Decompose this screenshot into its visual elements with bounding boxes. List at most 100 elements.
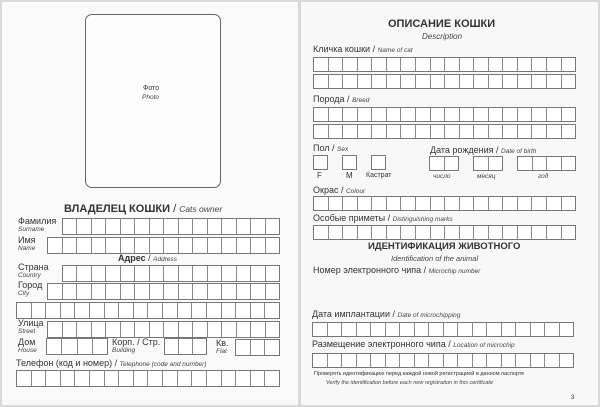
char-box[interactable] <box>503 197 518 210</box>
char-box[interactable] <box>314 156 327 169</box>
char-box[interactable] <box>150 322 164 337</box>
char-box[interactable] <box>106 238 121 253</box>
char-box[interactable] <box>560 354 574 367</box>
char-box[interactable] <box>429 323 444 336</box>
char-box[interactable] <box>372 226 387 239</box>
char-box[interactable] <box>134 303 149 318</box>
phone-boxes[interactable] <box>16 370 280 387</box>
char-box[interactable] <box>266 322 280 337</box>
char-box[interactable] <box>503 226 518 239</box>
char-box[interactable] <box>357 354 371 367</box>
char-box[interactable] <box>562 226 576 239</box>
char-box[interactable] <box>313 354 328 367</box>
char-box[interactable] <box>400 354 415 367</box>
char-box[interactable] <box>387 226 402 239</box>
char-box[interactable] <box>487 323 502 336</box>
char-box[interactable] <box>387 108 402 121</box>
char-box[interactable] <box>48 322 63 337</box>
char-box[interactable] <box>251 371 266 386</box>
char-box[interactable] <box>343 125 358 138</box>
char-box[interactable] <box>48 238 63 253</box>
char-box[interactable] <box>416 197 431 210</box>
char-box[interactable] <box>106 219 121 234</box>
char-box[interactable] <box>63 322 77 337</box>
city-boxes[interactable] <box>47 283 280 300</box>
char-box[interactable] <box>372 156 385 169</box>
char-box[interactable] <box>237 284 251 299</box>
char-box[interactable] <box>329 197 344 210</box>
char-box[interactable] <box>460 125 475 138</box>
char-box[interactable] <box>135 219 150 234</box>
char-box[interactable] <box>179 322 193 337</box>
char-box[interactable] <box>150 238 164 253</box>
char-box[interactable] <box>222 322 237 337</box>
char-box[interactable] <box>444 354 458 367</box>
building-boxes[interactable] <box>164 338 207 355</box>
char-box[interactable] <box>531 323 545 336</box>
char-box[interactable] <box>251 322 266 337</box>
char-box[interactable] <box>62 339 78 354</box>
char-box[interactable] <box>560 323 574 336</box>
char-box[interactable] <box>489 108 504 121</box>
char-box[interactable] <box>372 58 387 71</box>
char-box[interactable] <box>516 323 531 336</box>
char-box[interactable] <box>386 354 400 367</box>
char-box[interactable] <box>266 219 279 234</box>
char-box[interactable] <box>265 340 279 355</box>
char-box[interactable] <box>150 219 165 234</box>
char-box[interactable] <box>163 371 178 386</box>
char-box[interactable] <box>445 226 460 239</box>
char-box[interactable] <box>401 108 416 121</box>
char-box[interactable] <box>61 303 76 318</box>
sex-neutered-box[interactable] <box>371 155 386 170</box>
char-box[interactable] <box>193 339 206 354</box>
char-box[interactable] <box>92 322 106 337</box>
char-box[interactable] <box>547 226 562 239</box>
char-box[interactable] <box>518 108 533 121</box>
char-box[interactable] <box>562 197 576 210</box>
char-box[interactable] <box>503 75 518 88</box>
char-box[interactable] <box>386 323 400 336</box>
char-box[interactable] <box>532 226 547 239</box>
char-box[interactable] <box>236 303 251 318</box>
char-box[interactable] <box>17 303 32 318</box>
birth-day-boxes[interactable] <box>429 156 459 171</box>
char-box[interactable] <box>545 354 560 367</box>
char-box[interactable] <box>547 157 562 170</box>
marks-boxes[interactable] <box>313 225 576 240</box>
flat-boxes[interactable] <box>235 339 280 356</box>
char-box[interactable] <box>458 323 473 336</box>
char-box[interactable] <box>93 339 107 354</box>
char-box[interactable] <box>63 219 78 234</box>
char-box[interactable] <box>532 125 547 138</box>
char-box[interactable] <box>121 266 136 281</box>
char-box[interactable] <box>489 226 504 239</box>
char-box[interactable] <box>387 197 402 210</box>
char-box[interactable] <box>503 125 518 138</box>
char-box[interactable] <box>251 238 266 253</box>
char-box[interactable] <box>518 157 533 170</box>
char-box[interactable] <box>164 219 179 234</box>
char-box[interactable] <box>518 197 533 210</box>
char-box[interactable] <box>431 58 446 71</box>
char-box[interactable] <box>473 323 487 336</box>
cat-name-boxes-2[interactable] <box>313 74 576 89</box>
char-box[interactable] <box>266 284 280 299</box>
char-box[interactable] <box>208 238 222 253</box>
char-box[interactable] <box>431 125 446 138</box>
char-box[interactable] <box>121 219 136 234</box>
char-box[interactable] <box>445 75 460 88</box>
char-box[interactable] <box>474 108 489 121</box>
char-box[interactable] <box>489 58 504 71</box>
char-box[interactable] <box>329 58 344 71</box>
char-box[interactable] <box>148 303 164 318</box>
char-box[interactable] <box>222 238 237 253</box>
char-box[interactable] <box>222 371 237 386</box>
char-box[interactable] <box>562 157 576 170</box>
char-box[interactable] <box>372 125 387 138</box>
char-box[interactable] <box>63 284 77 299</box>
char-box[interactable] <box>342 354 357 367</box>
char-box[interactable] <box>489 157 503 170</box>
char-box[interactable] <box>562 108 576 121</box>
char-box[interactable] <box>371 354 386 367</box>
